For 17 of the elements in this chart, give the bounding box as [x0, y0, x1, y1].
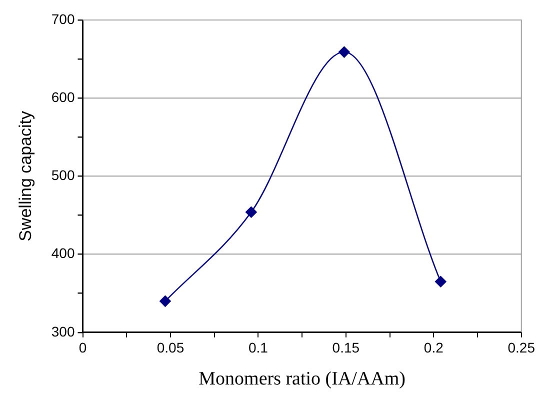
y-axis-title: Swelling capacity: [16, 110, 35, 242]
x-tick-label: 0.15: [332, 340, 360, 356]
x-tick-label: 0.1: [248, 340, 268, 356]
point: [246, 206, 257, 218]
y-tick-label: 700: [51, 10, 75, 27]
x-tick-label: 0.2: [424, 340, 444, 356]
y-tick-label: 500: [51, 167, 75, 184]
point: [338, 46, 350, 58]
y-tick-label: 400: [51, 245, 75, 262]
point: [160, 296, 171, 307]
x-axis-title: Monomers ratio (IA/AAm): [198, 368, 406, 390]
x-tick-label: 0.25: [508, 340, 536, 356]
x-tick-label: 0: [78, 340, 87, 356]
x-tick-label: 0.05: [156, 340, 184, 356]
point: [435, 276, 446, 288]
y-tick-label: 600: [51, 88, 75, 105]
y-tick-label: 300: [51, 323, 75, 340]
